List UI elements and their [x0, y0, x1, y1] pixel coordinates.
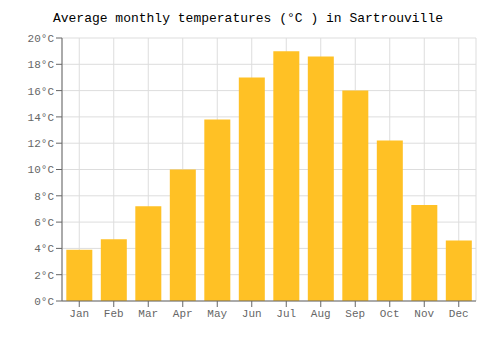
html-text:Average monthly temperatures (: Average monthly temperatures (°C ) in Sa… [53, 11, 443, 26]
svg-text:Oct: Oct [380, 308, 400, 320]
svg-text:0°C: 0°C [34, 296, 54, 308]
svg-text:4°C: 4°C [34, 243, 54, 255]
svg-text:Feb: Feb [104, 308, 124, 320]
svg-text:Nov: Nov [414, 308, 434, 320]
svg-text:8°C: 8°C [34, 191, 54, 203]
svg-text:10°C: 10°C [28, 164, 55, 176]
svg-text:6°C: 6°C [34, 217, 54, 229]
svg-text:14°C: 14°C [28, 112, 55, 124]
svg-text:Jul: Jul [276, 308, 296, 320]
svg-text:Mar: Mar [138, 308, 158, 320]
svg-text:Jun: Jun [242, 308, 262, 320]
svg-text:Apr: Apr [173, 308, 193, 320]
svg-text:May: May [207, 308, 227, 320]
svg-text:18°C: 18°C [28, 59, 55, 71]
svg-text:12°C: 12°C [28, 138, 55, 150]
svg-text:16°C: 16°C [28, 86, 55, 98]
svg-text:2°C: 2°C [34, 270, 54, 282]
svg-text:Sep: Sep [345, 308, 365, 320]
svg-text:Jan: Jan [69, 308, 89, 320]
svg-text:Aug: Aug [311, 308, 331, 320]
svg-text:Dec: Dec [449, 308, 469, 320]
svg-text:20°C: 20°C [28, 33, 55, 45]
